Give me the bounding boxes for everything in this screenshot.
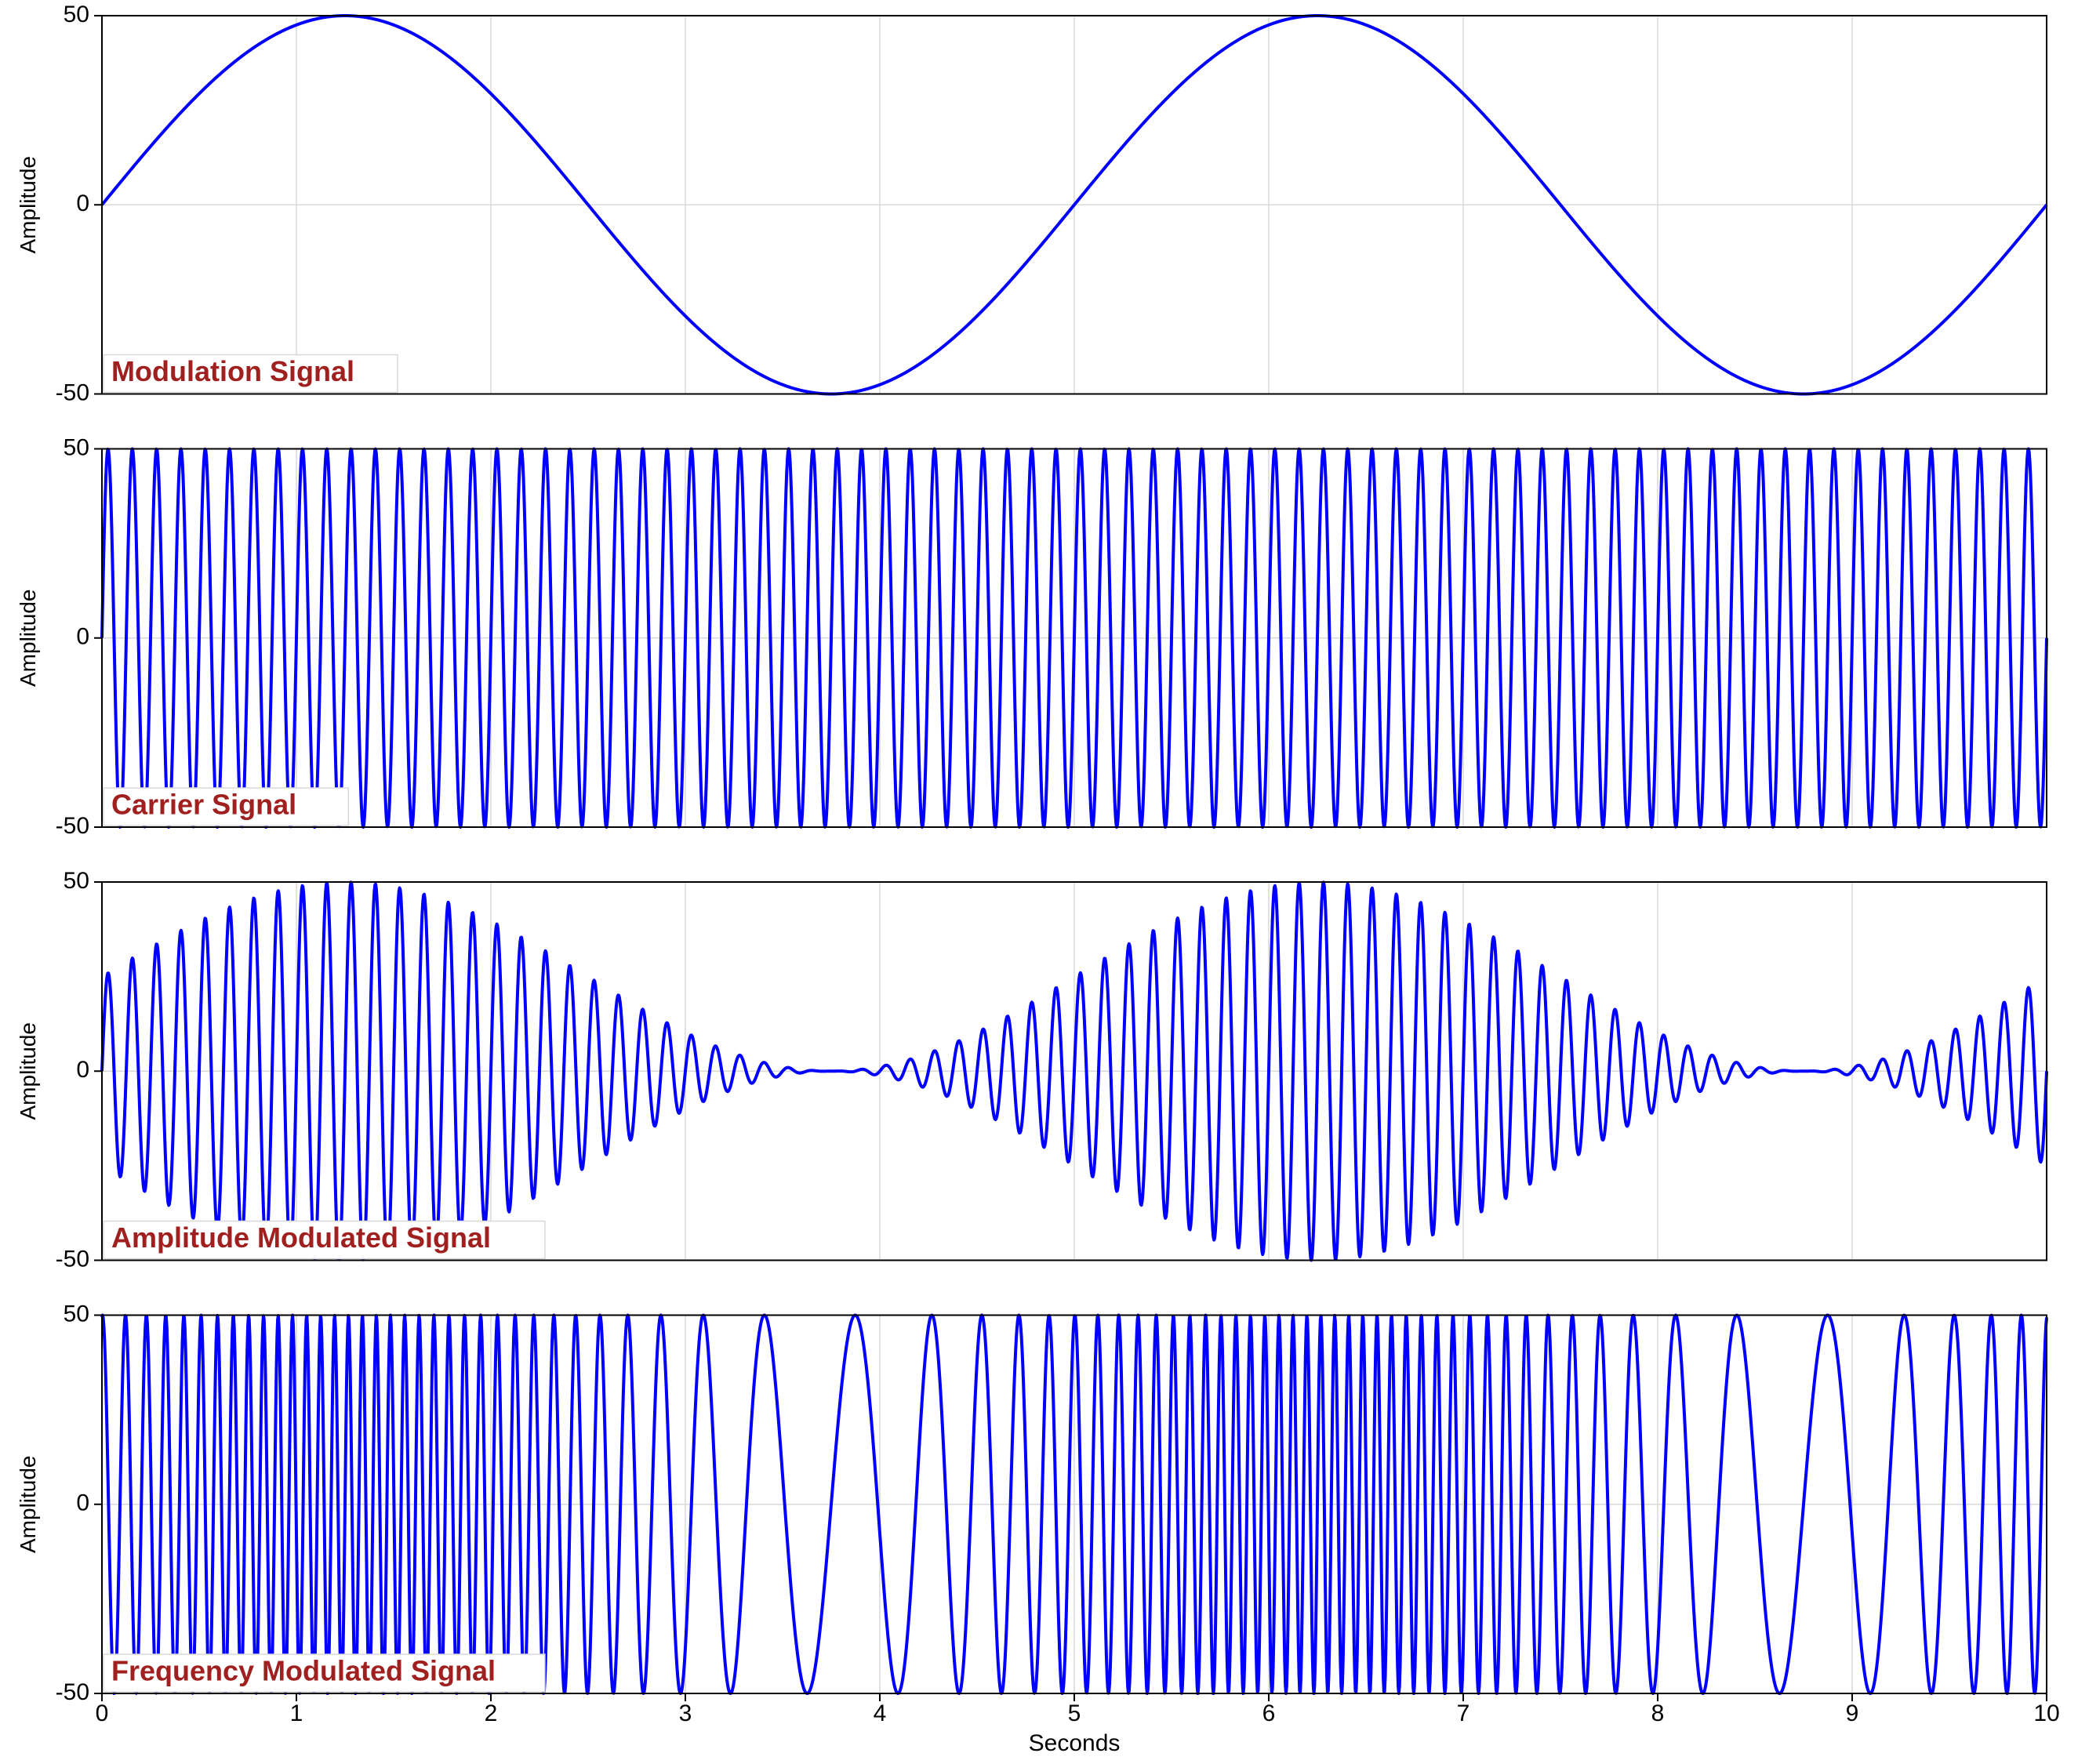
ytick-label: 0 bbox=[76, 1490, 89, 1516]
xlabel: Seconds bbox=[1029, 1730, 1121, 1756]
ytick-label: 50 bbox=[64, 434, 89, 460]
xtick-label: 9 bbox=[1846, 1700, 1859, 1726]
ylabel: Amplitude bbox=[16, 1022, 40, 1120]
ytick-label: 0 bbox=[76, 191, 89, 216]
ylabel: Amplitude bbox=[16, 589, 40, 687]
panel-title-modulation: Modulation Signal bbox=[111, 355, 354, 387]
ytick-label: 50 bbox=[64, 2, 89, 27]
xtick-label: 8 bbox=[1651, 1700, 1665, 1726]
panel-title-fm: Frequency Modulated Signal bbox=[111, 1655, 496, 1687]
panel-fm: -50 0 50 Amplitude 0 1 2 3 4 5 6 7 8 9 10 Seconds Freque… bbox=[16, 1301, 2060, 1755]
xtick-label: 0 bbox=[96, 1700, 109, 1726]
panel-modulation: -50 0 50 Amplitude Modulation Signal bbox=[16, 2, 2047, 406]
ylabel: Amplitude bbox=[16, 1455, 40, 1553]
ylabel: Amplitude bbox=[16, 156, 40, 254]
xtick-label: 4 bbox=[874, 1700, 887, 1726]
ytick-label: 0 bbox=[76, 624, 89, 650]
ytick-label: 50 bbox=[64, 868, 89, 894]
panel-carrier: -50 0 50 Amplitude Carrier Signal bbox=[16, 434, 2047, 839]
ytick-label: 50 bbox=[64, 1301, 89, 1327]
panel-title-am: Amplitude Modulated Signal bbox=[111, 1221, 491, 1254]
xtick-label: 6 bbox=[1262, 1700, 1276, 1726]
ytick-label: -50 bbox=[56, 813, 89, 839]
xtick-label: 2 bbox=[485, 1700, 498, 1726]
xtick-label: 3 bbox=[679, 1700, 692, 1726]
xtick-label: 1 bbox=[290, 1700, 303, 1726]
panel-am: -50 0 50 Amplitude Amplitude Modulated Signa… bbox=[16, 868, 2047, 1272]
xtick-label: 10 bbox=[2033, 1700, 2059, 1726]
ytick-label: -50 bbox=[56, 1679, 89, 1705]
panel-title-carrier: Carrier Signal bbox=[111, 789, 296, 821]
ytick-label: -50 bbox=[56, 379, 89, 405]
xtick-label: 7 bbox=[1457, 1700, 1470, 1726]
xtick-label: 5 bbox=[1068, 1700, 1081, 1726]
ytick-label: 0 bbox=[76, 1057, 89, 1083]
signal-modulation-figure: { "figure": { "width_px": 2650, "height_… bbox=[0, 0, 2078, 1764]
signal-plots-svg: -50050AmplitudeModulation Signal-50050Am… bbox=[0, 0, 2078, 1764]
ytick-label: -50 bbox=[56, 1246, 89, 1272]
